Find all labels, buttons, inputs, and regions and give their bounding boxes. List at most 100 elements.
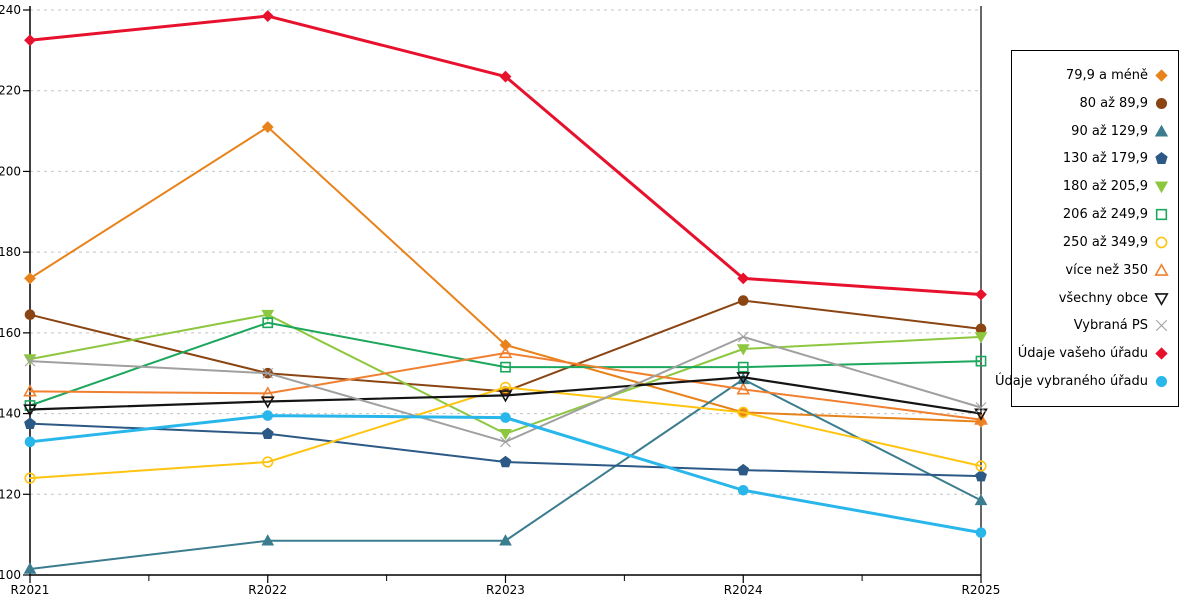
circle-marker-icon — [975, 460, 987, 472]
data-point — [23, 354, 37, 366]
data-point — [737, 406, 749, 418]
data-point — [736, 382, 751, 395]
pentagon-marker-icon — [261, 427, 274, 440]
data-point — [499, 455, 512, 468]
legend-item-label: Údaje vašeho úřadu — [1017, 346, 1148, 362]
y-tick-label: 160 — [0, 326, 21, 340]
legend-marker-icon — [1155, 97, 1168, 109]
circle-marker-icon — [1155, 236, 1168, 249]
triangle-up-marker-icon — [974, 493, 988, 506]
square-marker-icon — [975, 355, 987, 367]
data-point — [499, 534, 512, 546]
legend-item-1: 80 až 89,9 — [1012, 96, 1178, 111]
legend-marker-icon — [1155, 236, 1168, 249]
diamond-marker-icon — [261, 121, 274, 133]
data-point — [737, 484, 749, 496]
data-point — [500, 436, 511, 448]
line-chart: 100 120 140 160 180 200 220 240 R2021 R2022 R2023 R… — [0, 3, 1000, 597]
legend-item-3: 130 až 179,9 — [1012, 151, 1178, 166]
x-marker-icon — [737, 331, 749, 343]
square-marker-icon — [500, 361, 511, 373]
pentagon-marker-icon — [1155, 152, 1168, 165]
data-point — [499, 428, 512, 441]
triangle-down-marker-icon — [1154, 292, 1169, 306]
diamond-marker-icon — [261, 10, 274, 22]
legend-marker-icon — [1155, 347, 1168, 360]
triangle-up-marker-icon — [1154, 262, 1169, 276]
legend-item-label: 130 až 179,9 — [1062, 151, 1148, 167]
data-point — [499, 339, 512, 351]
legend-marker-icon — [1155, 320, 1168, 332]
data-point — [975, 288, 987, 301]
data-point — [975, 402, 987, 413]
diamond-marker-icon — [499, 339, 512, 351]
x-marker-icon — [262, 367, 274, 379]
series-line-7 — [29, 352, 982, 421]
square-marker-icon — [1155, 208, 1168, 221]
legend-item-label: 79,9 a méně — [1065, 67, 1148, 83]
data-point — [24, 272, 36, 285]
legend-item-2: 90 až 129,9 — [1012, 124, 1178, 139]
legend-marker-icon — [1154, 262, 1169, 276]
legend-marker-icon — [1155, 152, 1168, 165]
circle-marker-icon — [499, 381, 512, 393]
diamond-marker-icon — [975, 288, 987, 301]
legend-item-4: 180 až 205,9 — [1012, 179, 1178, 194]
data-point — [260, 396, 275, 409]
triangle-down-marker-icon — [260, 396, 275, 409]
data-point — [262, 410, 274, 421]
data-point — [975, 469, 987, 482]
data-point — [498, 345, 513, 359]
legend-item-label: všechny obce — [1058, 290, 1148, 306]
legend-item-label: Vybraná PS — [1073, 318, 1148, 334]
diamond-marker-icon — [24, 34, 36, 47]
circle-marker-icon — [737, 295, 749, 306]
triangle-up-marker-icon — [1154, 124, 1169, 137]
circle-marker-icon — [24, 309, 36, 320]
data-point — [262, 456, 274, 468]
legend-item-6: 250 až 349,9 — [1012, 235, 1178, 250]
triangle-down-marker-icon — [736, 372, 751, 385]
data-point — [975, 460, 987, 472]
legend-marker-icon — [1155, 69, 1168, 82]
data-point — [498, 390, 513, 403]
x-marker-icon — [1155, 320, 1168, 332]
data-point — [24, 472, 36, 484]
legend-marker-icon — [1154, 181, 1169, 194]
data-point — [261, 309, 275, 322]
data-point — [737, 295, 749, 306]
data-point — [736, 344, 750, 356]
circle-marker-icon — [1155, 97, 1168, 109]
legend-item-7: více než 350 — [1012, 263, 1178, 278]
data-point — [974, 412, 988, 425]
triangle-down-marker-icon — [261, 309, 275, 322]
circle-marker-icon — [262, 456, 274, 468]
y-tick-label: 120 — [0, 487, 21, 501]
x-tick-label: R2022 — [248, 583, 287, 597]
series-line-5 — [29, 321, 982, 407]
legend-item-9: Vybraná PS — [1012, 318, 1178, 333]
x-marker-icon — [24, 355, 36, 367]
legend-item-label: více než 350 — [1065, 262, 1148, 278]
data-point — [262, 317, 274, 329]
circle-marker-icon — [24, 436, 36, 448]
triangle-up-marker-icon — [23, 384, 37, 397]
triangle-down-marker-icon — [974, 408, 988, 421]
x-tick-label: R2024 — [724, 583, 763, 597]
legend-item-label: Údaje vybraného úřadu — [994, 374, 1148, 390]
data-point — [24, 417, 36, 429]
triangle-up-marker-icon — [736, 382, 751, 395]
data-point — [499, 381, 512, 393]
x-tick-label: R2023 — [486, 583, 525, 597]
data-point — [24, 355, 36, 367]
diamond-marker-icon — [737, 272, 750, 285]
data-point — [974, 493, 988, 506]
data-point — [500, 412, 511, 423]
data-point — [737, 331, 749, 343]
data-point — [261, 427, 274, 440]
x-tick-label: R2021 — [11, 583, 50, 597]
data-point — [24, 309, 36, 320]
triangle-down-marker-icon — [1154, 181, 1169, 194]
legend-item-8: všechny obce — [1012, 291, 1178, 306]
diamond-marker-icon — [499, 70, 512, 83]
